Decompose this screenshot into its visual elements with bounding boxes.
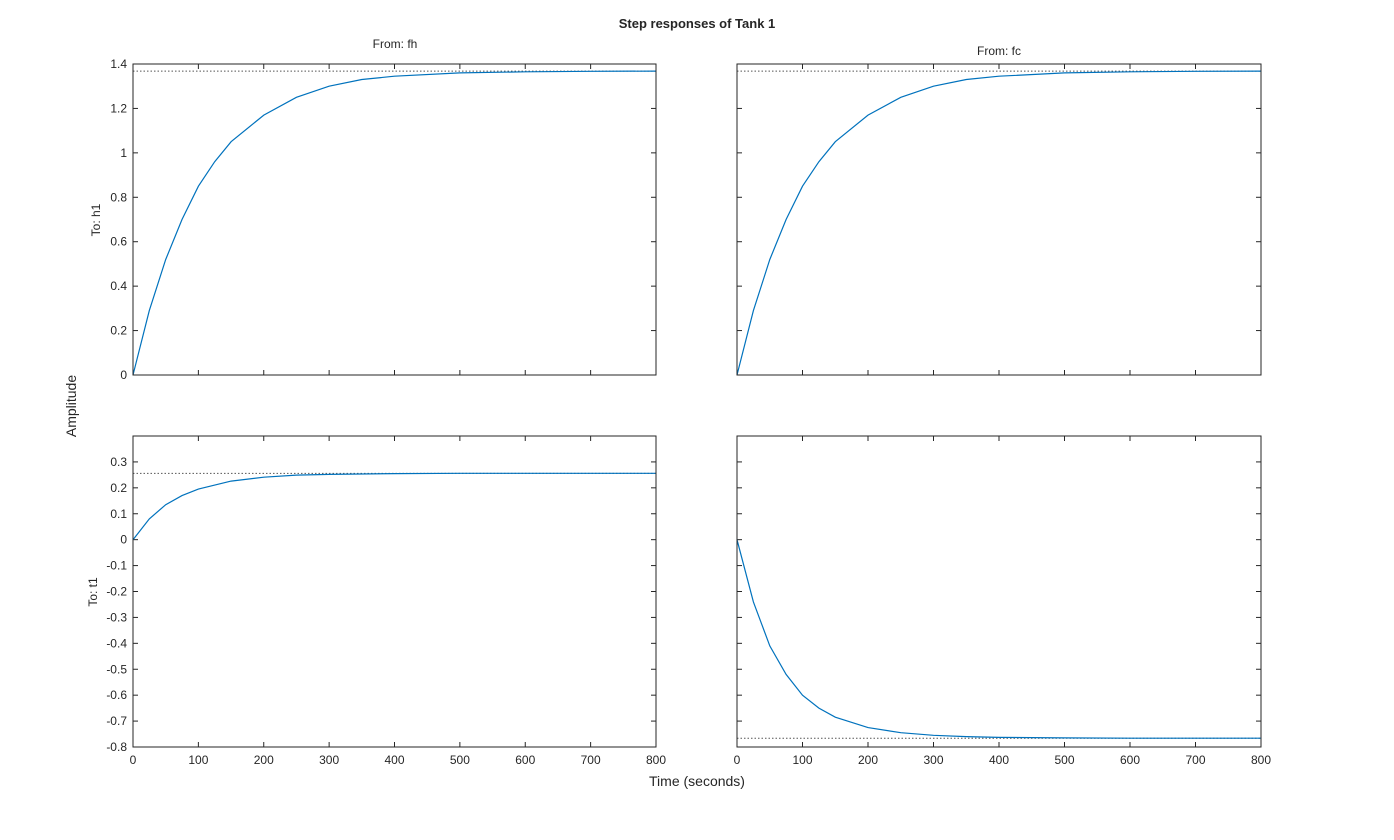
- subplot-1-0: 0 100 200 300 400 500 600 700 800 -0.8 -0.7 -0.6 -0.…: [106, 435, 666, 767]
- y-tick-label: 0.6: [110, 235, 127, 249]
- x-tick-label: 0: [734, 753, 741, 767]
- y-tick-label: -0.7: [106, 714, 127, 728]
- y-tick-label: 1.4: [110, 57, 127, 71]
- figure-title: Step responses of Tank 1: [619, 16, 776, 31]
- x-tick-label: 600: [515, 753, 535, 767]
- y-tick-label: -0.6: [106, 688, 127, 702]
- y-tick-label: 0.3: [110, 455, 127, 469]
- y-tick-label: 0: [120, 533, 127, 547]
- subplot-0-1: [736, 63, 1262, 376]
- x-axis-label: Time (seconds): [649, 773, 745, 789]
- x-tick-label: 300: [319, 753, 339, 767]
- y-tick-label: 1.2: [110, 101, 127, 115]
- y-tick-label: -0.8: [106, 740, 127, 754]
- step-response-curve: [132, 472, 656, 541]
- y-tick-label: 0.1: [110, 507, 127, 521]
- x-tick-label: 700: [581, 753, 601, 767]
- y-tick-label: -0.5: [106, 662, 127, 676]
- axes-box: [132, 435, 657, 748]
- y-tick-label: 0.4: [110, 279, 127, 293]
- x-tick-label: 0: [130, 753, 137, 767]
- x-tick-label: 100: [792, 753, 812, 767]
- input-label-fh: From: fh: [373, 37, 418, 51]
- x-tick-label: 600: [1120, 753, 1140, 767]
- x-tick-label: 100: [188, 753, 208, 767]
- subplot-0-0: 0 0.2 0.4 0.6 0.8 1 1.2 1.4: [110, 57, 657, 382]
- y-tick-label: -0.1: [106, 559, 127, 573]
- output-label-h1: To: h1: [89, 203, 103, 236]
- y-tick-label: 0: [120, 368, 127, 382]
- x-tick-label: 800: [1251, 753, 1271, 767]
- x-tick-label: 400: [384, 753, 404, 767]
- x-tick-label: 700: [1185, 753, 1205, 767]
- x-tick-label: 200: [858, 753, 878, 767]
- y-axis-label: Amplitude: [63, 375, 79, 437]
- output-label-t1: To: t1: [86, 577, 100, 607]
- y-tick-label: -0.4: [106, 636, 127, 650]
- axes-box: [736, 435, 1262, 748]
- axes-box: [132, 63, 657, 376]
- step-response-curve: [132, 70, 657, 376]
- subplot-grid: 0 0.2 0.4 0.6 0.8 1 1.2 1.4 0 100 200 300 400 500 600 7…: [106, 57, 1271, 767]
- x-tick-label: 300: [923, 753, 943, 767]
- x-tick-label: 200: [254, 753, 274, 767]
- subplot-1-1: 0 100 200 300 400 500 600 700 800: [734, 435, 1271, 767]
- step-response-curve: [736, 539, 1261, 739]
- x-tick-label: 400: [989, 753, 1009, 767]
- input-label-fc: From: fc: [977, 44, 1021, 58]
- x-tick-label: 800: [646, 753, 666, 767]
- y-tick-label: 0.2: [110, 324, 127, 338]
- axes-box: [736, 63, 1262, 376]
- y-tick-label: -0.2: [106, 585, 127, 599]
- y-tick-label: -0.3: [106, 610, 127, 624]
- y-tick-label: 0.2: [110, 481, 127, 495]
- x-tick-label: 500: [450, 753, 470, 767]
- step-response-curve: [736, 70, 1262, 376]
- y-tick-label: 1: [120, 146, 127, 160]
- x-tick-label: 500: [1054, 753, 1074, 767]
- y-tick-label: 0.8: [110, 190, 127, 204]
